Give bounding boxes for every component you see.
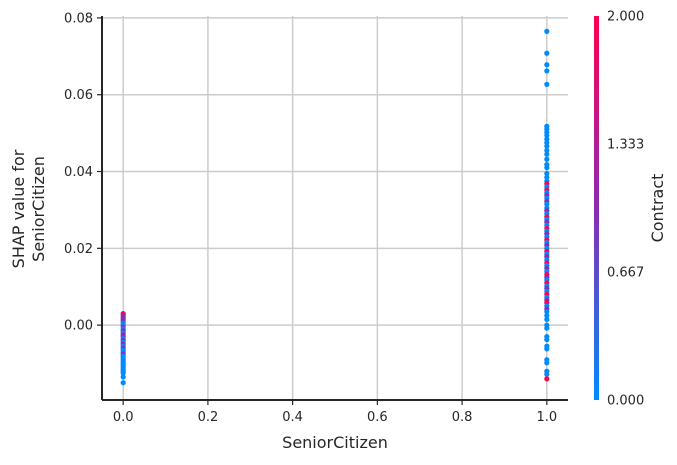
scatter-point [544,170,550,177]
colorbar [594,16,599,400]
scatter-point [120,374,126,380]
colorbar-ticks: 0.000 0.667 1.333 2.000 [607,10,644,409]
colorbar-tick-label: 1.333 [607,138,644,153]
y-axis-title-line-2: SeniorCitizen [29,156,48,262]
scatter-point [544,201,550,207]
scatter-point [544,81,550,87]
y-tick-label: 0.02 [64,242,93,257]
colorbar-tick-label: 0.667 [607,265,644,280]
x-tick-label: 0.4 [282,410,303,425]
x-tick-label: 1.0 [536,410,557,425]
colorbar-title: Contract [648,174,667,243]
axes-spines [101,16,568,401]
scatter-point [544,371,550,377]
scatter-point [544,28,550,34]
scatter-point [544,132,550,139]
y-tick-label: 0.00 [64,319,93,334]
scatter-point [544,62,550,68]
y-tick-label: 0.04 [64,165,93,180]
x-tick-label: 0.6 [367,410,388,425]
scatter-point [544,360,550,366]
scatter-point [544,312,550,319]
scatter-point [544,156,550,162]
scatter-point [544,316,550,322]
scatter-points [120,28,550,386]
colorbar-tick-label: 0.000 [607,394,644,409]
x-tick-label: 0.2 [198,410,219,425]
y-axis-title-line-1: SHAP value for [9,149,28,268]
scatter-point [544,165,550,171]
x-tick-label: 0.8 [452,410,473,425]
scatter-point [544,174,550,180]
y-axis-ticks: 0.00 0.02 0.04 0.06 0.08 [64,11,102,334]
scatter-point [544,325,550,331]
scatter-point [544,151,550,157]
scatter-point [544,68,550,74]
x-tick-label: 0.0 [113,410,134,425]
scatter-point [544,147,550,153]
x-axis-ticks: 0.0 0.2 0.4 0.6 0.8 1.0 [113,400,557,425]
x-axis-title: SeniorCitizen [282,433,388,452]
y-tick-label: 0.06 [64,88,93,103]
scatter-point [544,376,550,382]
scatter-point [544,346,550,352]
y-tick-label: 0.08 [64,11,93,26]
scatter-point [544,337,550,343]
colorbar-tick-label: 2.000 [607,10,644,25]
scatter-point [544,143,550,149]
scatter-point [544,309,550,315]
grid-lines [102,16,568,400]
scatter-point [544,50,550,56]
scatter-point [120,370,126,376]
scatter-point [120,380,126,386]
